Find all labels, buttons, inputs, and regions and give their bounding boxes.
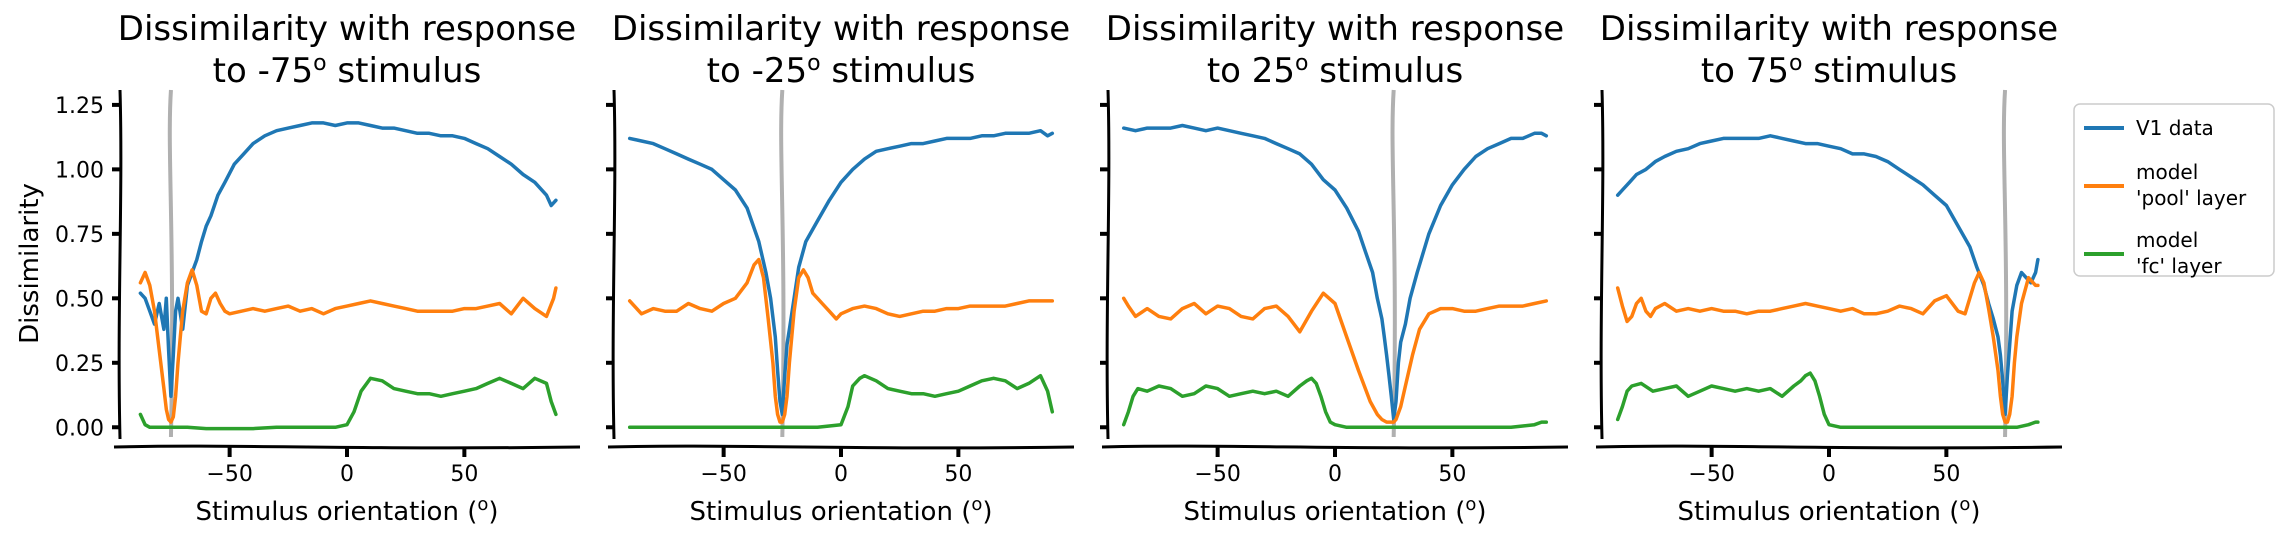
x-tick-label: 50 (1932, 462, 1960, 487)
x-tick-label: 0 (1822, 462, 1836, 487)
y-axis-label: Dissimilarity (15, 183, 45, 344)
subplot-title-line2: to 25o stimulus (1207, 51, 1463, 91)
x-tick-label: −50 (1688, 462, 1734, 487)
y-axis-line (1599, 89, 1605, 440)
subplot-title-line1: Dissimilarity with response (1600, 9, 2058, 49)
subplot-title-line2: to -25o stimulus (707, 51, 976, 91)
series-line-2 (627, 257, 1055, 424)
subplot-title-line1: Dissimilarity with response (1106, 9, 1564, 49)
x-axis-label: Stimulus orientation (o) (195, 494, 498, 527)
series-line-2 (1121, 291, 1549, 424)
x-axis-label: Stimulus orientation (o) (1677, 494, 1980, 527)
x-axis-line (113, 444, 581, 450)
legend-label: model'pool' layer (2136, 160, 2247, 210)
y-tick-label: 0.00 (55, 416, 104, 441)
subplot-title-line1: Dissimilarity with response (118, 9, 576, 49)
x-tick-label: 50 (1438, 462, 1466, 487)
series-line-1 (1615, 134, 2040, 417)
y-axis-line (117, 89, 123, 440)
x-tick-label: 50 (450, 462, 478, 487)
stimulus-marker (1390, 89, 1397, 438)
subplot-title-line1: Dissimilarity with response (612, 9, 1070, 49)
y-tick-label: 1.25 (55, 94, 104, 119)
series-line-1 (138, 121, 558, 399)
subplot-title-line2: to -75o stimulus (213, 51, 482, 91)
series-line-1 (1121, 123, 1549, 422)
series-line-3 (627, 373, 1055, 430)
stimulus-marker (2001, 89, 2009, 438)
x-axis-label: Stimulus orientation (o) (1183, 494, 1486, 527)
x-tick-label: 0 (340, 462, 354, 487)
series-line-3 (1615, 371, 2040, 430)
legend-label: V1 data (2136, 116, 2214, 140)
series-line-1 (627, 128, 1055, 417)
x-tick-label: 0 (834, 462, 848, 487)
x-axis-label: Stimulus orientation (o) (689, 494, 992, 527)
x-tick-label: −50 (700, 462, 746, 487)
y-axis-line (611, 89, 617, 440)
legend: V1 data model'pool' layer model'fc' layer (2073, 103, 2275, 278)
series-line-3 (1121, 376, 1549, 430)
x-tick-label: 50 (944, 462, 972, 487)
legend-frame (2073, 103, 2275, 277)
x-tick-label: −50 (1194, 462, 1240, 487)
legend-label: model'fc' layer (2136, 228, 2222, 278)
y-tick-label: 1.00 (55, 158, 104, 183)
y-tick-label: 0.25 (55, 352, 104, 377)
stimulus-marker (779, 89, 786, 438)
y-tick-label: 0.50 (55, 287, 104, 312)
series-line-3 (138, 376, 558, 431)
y-axis-line (1105, 89, 1111, 440)
y-tick-label: 0.75 (55, 223, 104, 248)
series-line-2 (138, 268, 558, 424)
series-line-2 (1615, 270, 2040, 424)
x-axis-line (607, 444, 1075, 450)
x-axis-line (1595, 444, 2063, 450)
x-tick-label: −50 (206, 462, 252, 487)
subplot-title-line2: to 75o stimulus (1701, 51, 1957, 91)
x-axis-line (1101, 444, 1569, 450)
x-tick-label: 0 (1328, 462, 1342, 487)
